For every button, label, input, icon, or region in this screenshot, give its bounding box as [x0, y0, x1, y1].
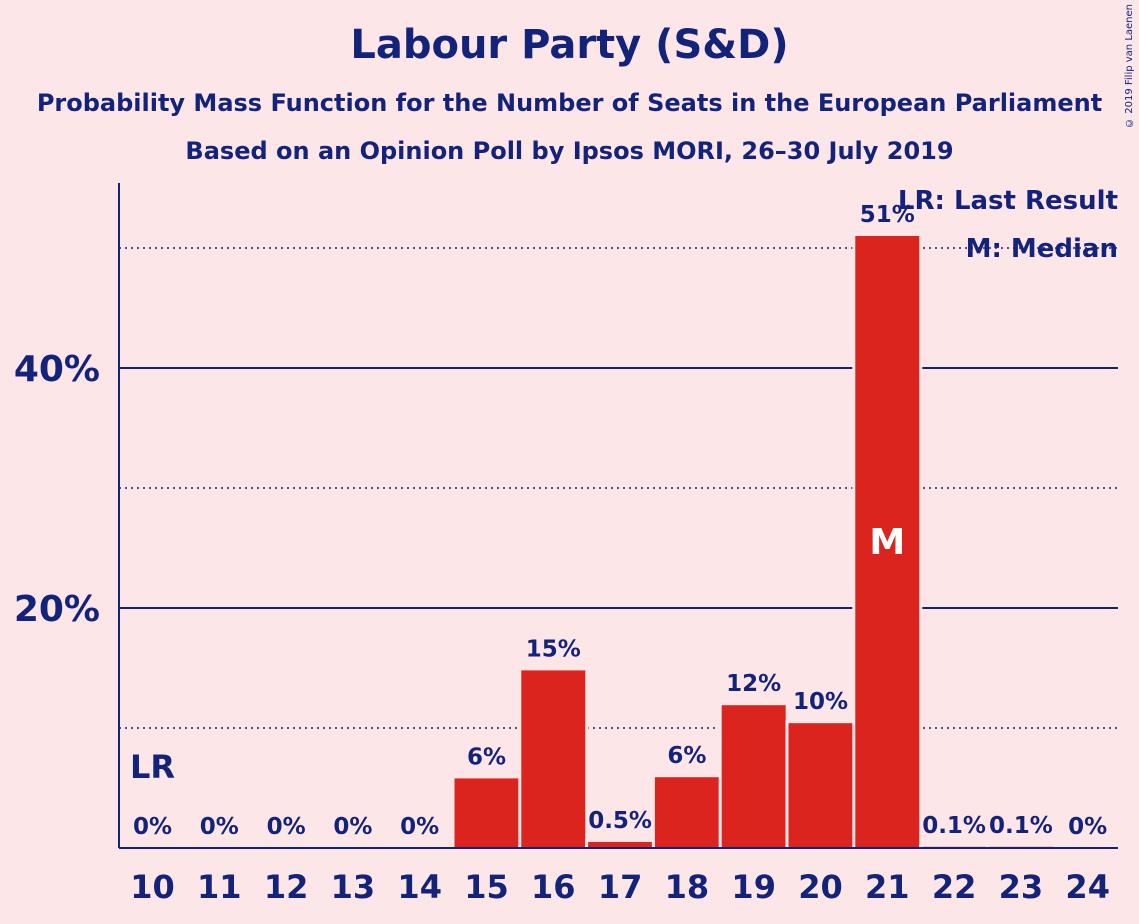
- y-tick-label: 40%: [14, 349, 100, 390]
- value-label: 0.1%: [989, 813, 1053, 839]
- value-label: 6%: [467, 744, 506, 770]
- value-label: 0%: [400, 814, 439, 840]
- bar: [855, 236, 920, 848]
- value-labels: 0% LR 0% 0% 0% 0% 6% 15% 0.5% 6% 12% 10% 51% M 0.1% 0.1…: [130, 200, 1110, 843]
- y-tick-label: 20%: [14, 589, 100, 630]
- bar-halo: [919, 843, 990, 848]
- value-label: 0%: [267, 814, 306, 840]
- chart-title: Labour Party (S&D): [350, 22, 789, 68]
- bar-halo: [985, 843, 1056, 848]
- bar: [788, 723, 853, 848]
- value-label: 51%: [860, 202, 915, 228]
- axes: 20% 40% 10 11 12 13 14 15 16 17 18 19 20 21 22 23 24: [14, 183, 1118, 906]
- value-label: 0.1%: [922, 813, 986, 839]
- x-tick-label: 23: [999, 868, 1044, 906]
- value-label: 0%: [133, 814, 172, 840]
- value-label: 0%: [333, 814, 372, 840]
- bar: [654, 777, 719, 848]
- x-tick-label: 12: [264, 868, 309, 906]
- x-tick-label: 14: [397, 868, 442, 906]
- x-tick-label: 16: [531, 868, 576, 906]
- x-tick-label: 21: [865, 868, 910, 906]
- bar: [588, 842, 653, 848]
- bars: [451, 233, 1056, 848]
- gridlines: [119, 247, 1118, 729]
- median-marker: M: [869, 522, 905, 563]
- last-result-marker: LR: [130, 748, 175, 786]
- x-tick-label: 22: [932, 868, 977, 906]
- x-tick-label: 10: [130, 868, 175, 906]
- legend-median: M: Median: [966, 234, 1118, 264]
- value-label: 6%: [667, 743, 706, 769]
- x-tick-label: 24: [1065, 868, 1110, 906]
- x-tick-label: 11: [197, 868, 242, 906]
- x-tick-label: 18: [665, 868, 710, 906]
- x-tick-label: 15: [464, 868, 509, 906]
- bar: [454, 778, 519, 848]
- value-label: 15%: [526, 636, 581, 662]
- value-label: 0%: [200, 814, 239, 840]
- chart-subtitle: Probability Mass Function for the Number…: [36, 89, 1103, 117]
- x-tick-label: 17: [598, 868, 643, 906]
- value-label: 0%: [1068, 814, 1107, 840]
- legend-last-result: LR: Last Result: [898, 186, 1118, 216]
- chart-source: Based on an Opinion Poll by Ipsos MORI, …: [185, 137, 954, 165]
- bar: [721, 705, 786, 848]
- value-label: 0.5%: [588, 808, 652, 834]
- value-label: 10%: [793, 689, 848, 715]
- x-tick-label: 13: [331, 868, 376, 906]
- x-tick-label: 19: [731, 868, 776, 906]
- x-tick-label: 20: [798, 868, 843, 906]
- value-label: 12%: [726, 671, 781, 697]
- bar: [521, 670, 586, 848]
